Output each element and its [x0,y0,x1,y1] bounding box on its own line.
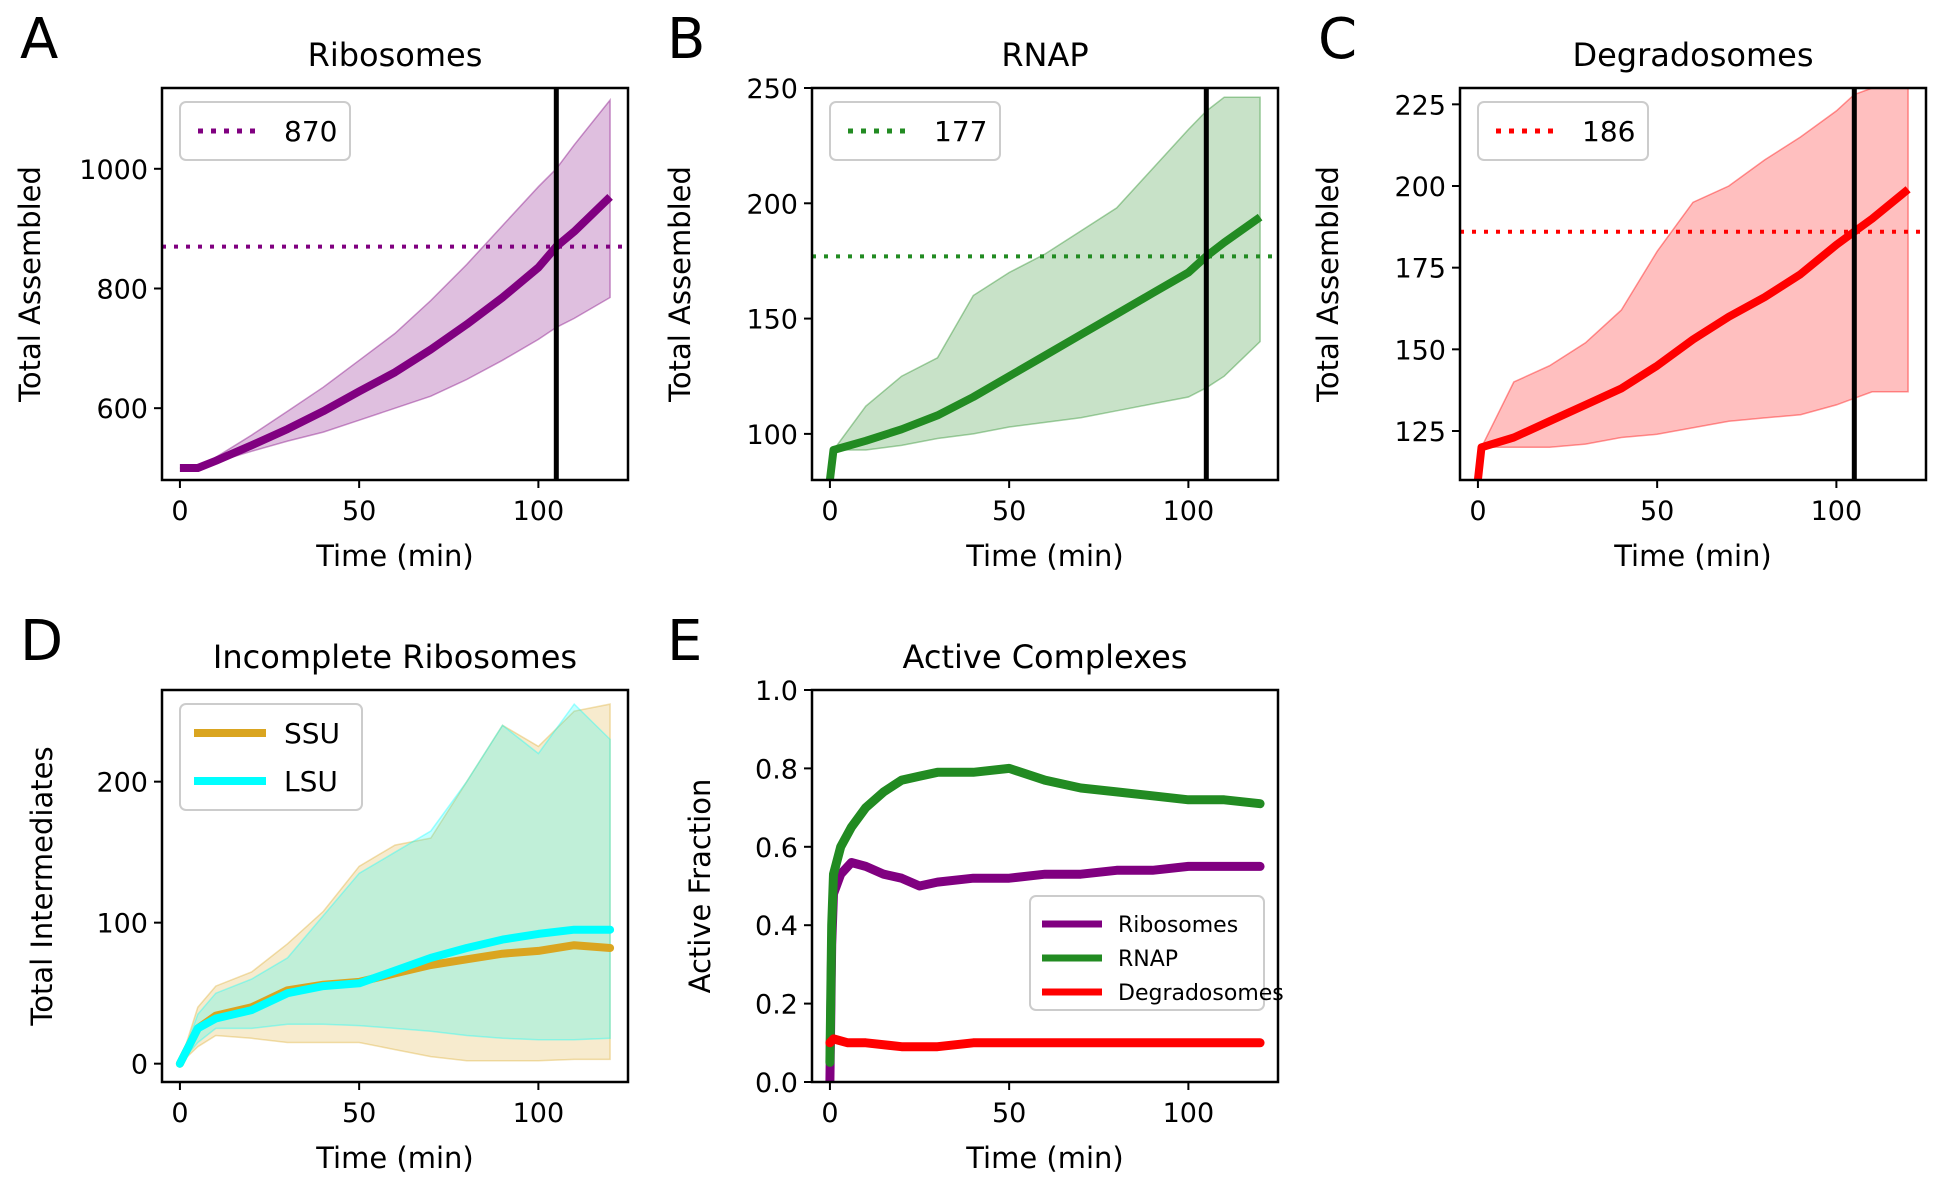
panel-c: 0 50 100 125 150 175 200 225 Degradosomes Time (m… [1311,7,1928,573]
legend-label: 186 [1582,115,1635,148]
x-tick-label: 100 [1163,496,1215,527]
x-axis-label: Time (min) [1613,539,1772,573]
legend-label: SSU [284,717,340,750]
legend-label: LSU [284,765,338,798]
y-tick-label: 200 [96,768,148,799]
y-axis-label: Total Assembled [1311,166,1345,403]
x-tick-label: 0 [821,496,838,527]
x-tick-label: 0 [171,496,188,527]
x-tick-label: 100 [513,1098,565,1129]
confidence-band [1477,88,1909,480]
legend: 177 [829,101,1001,161]
axes-frame [810,86,1280,482]
y-tick-label: 150 [746,305,798,336]
chart-title: Degradosomes [1572,36,1813,74]
panel-a: 0 50 100 600 800 1000 Ribosomes Time (min) Total… [13,7,630,573]
series-line-lsu [175,925,615,1068]
y-tick-label: 150 [1394,335,1446,366]
y-tick-label: 0.2 [755,990,798,1021]
legend-label: Degradosomes [1118,981,1284,1006]
legend-box [179,101,351,161]
plot-area [825,763,1265,1082]
band-lsu [179,702,611,1065]
y-tick-label: 800 [96,274,148,305]
panel-e: 0 50 100 0.0 0.2 0.4 0.6 0.8 1.0 Active Complexes… [667,609,1284,1175]
x-tick-label: 100 [1811,496,1863,527]
x-axis-label: Time (min) [315,539,474,573]
y-axis-label: Active Fraction [683,779,717,994]
x-tick-label: 50 [342,1098,376,1129]
y-axis-label: Total Intermediates [25,746,59,1026]
y-tick-label: 225 [1394,90,1446,121]
y-tick-label: 100 [96,909,148,940]
legend-label: 870 [284,115,337,148]
legend: SSU LSU [179,703,363,811]
axes-frame [160,688,630,1084]
legend: Ribosomes RNAP Degradosomes [1029,895,1284,1011]
panel-letter: B [667,7,705,72]
x-tick-label: 50 [342,496,376,527]
x-axis-label: Time (min) [315,1141,474,1175]
x-tick-label: 0 [171,1098,188,1129]
y-tick-label: 0 [131,1050,148,1081]
plot-area [175,702,615,1068]
y-tick-label: 0.0 [755,1068,798,1099]
y-tick-label: 175 [1394,254,1446,285]
x-tick-label: 50 [1640,496,1674,527]
panel-letter: A [20,7,58,72]
chart-title: Ribosomes [308,36,483,74]
plot-area [1460,88,1926,480]
axes-frame [1458,86,1928,482]
axes-frame [160,86,630,482]
panel-d: 0 50 100 0 100 200 Incomplete Ribosomes Time (m… [20,609,630,1175]
legend: 870 [179,101,351,161]
panel-letter: E [667,609,702,674]
y-tick-label: 1.0 [755,676,798,707]
x-axis-label: Time (min) [965,1141,1124,1175]
y-tick-label: 100 [746,420,798,451]
x-axis-label: Time (min) [965,539,1124,573]
x-tick-label: 100 [1163,1098,1215,1129]
y-tick-label: 200 [1394,172,1446,203]
band-ssu [179,703,611,1065]
y-tick-label: 600 [96,394,148,425]
y-tick-label: 0.8 [755,754,798,785]
x-tick-label: 100 [513,496,565,527]
chart-title: RNAP [1001,36,1088,74]
panel-letter: C [1318,7,1357,72]
y-axis-label: Total Assembled [13,166,47,403]
x-tick-label: 50 [992,496,1026,527]
y-tick-label: 0.6 [755,833,798,864]
legend-label: 177 [934,115,987,148]
legend-label: Ribosomes [1118,913,1238,938]
legend: 186 [1477,101,1649,161]
y-tick-label: 125 [1394,417,1446,448]
axes-frame [810,688,1280,1084]
panel-b: 0 50 100 100 150 200 250 RNAP Time (min) Total As… [663,7,1280,573]
legend-box [1477,101,1649,161]
panel-letter: D [20,609,63,674]
y-tick-label: 250 [746,74,798,105]
chart-title: Active Complexes [903,638,1188,676]
plot-area [812,88,1278,480]
y-tick-label: 200 [746,189,798,220]
x-tick-label: 50 [992,1098,1026,1129]
y-tick-label: 1000 [79,155,148,186]
plot-area [162,88,628,480]
legend-label: RNAP [1118,947,1178,972]
y-axis-label: Total Assembled [663,166,697,403]
y-tick-label: 0.4 [755,911,798,942]
legend-box [829,101,1001,161]
chart-title: Incomplete Ribosomes [213,638,577,676]
x-tick-label: 0 [1469,496,1486,527]
x-tick-label: 0 [821,1098,838,1129]
